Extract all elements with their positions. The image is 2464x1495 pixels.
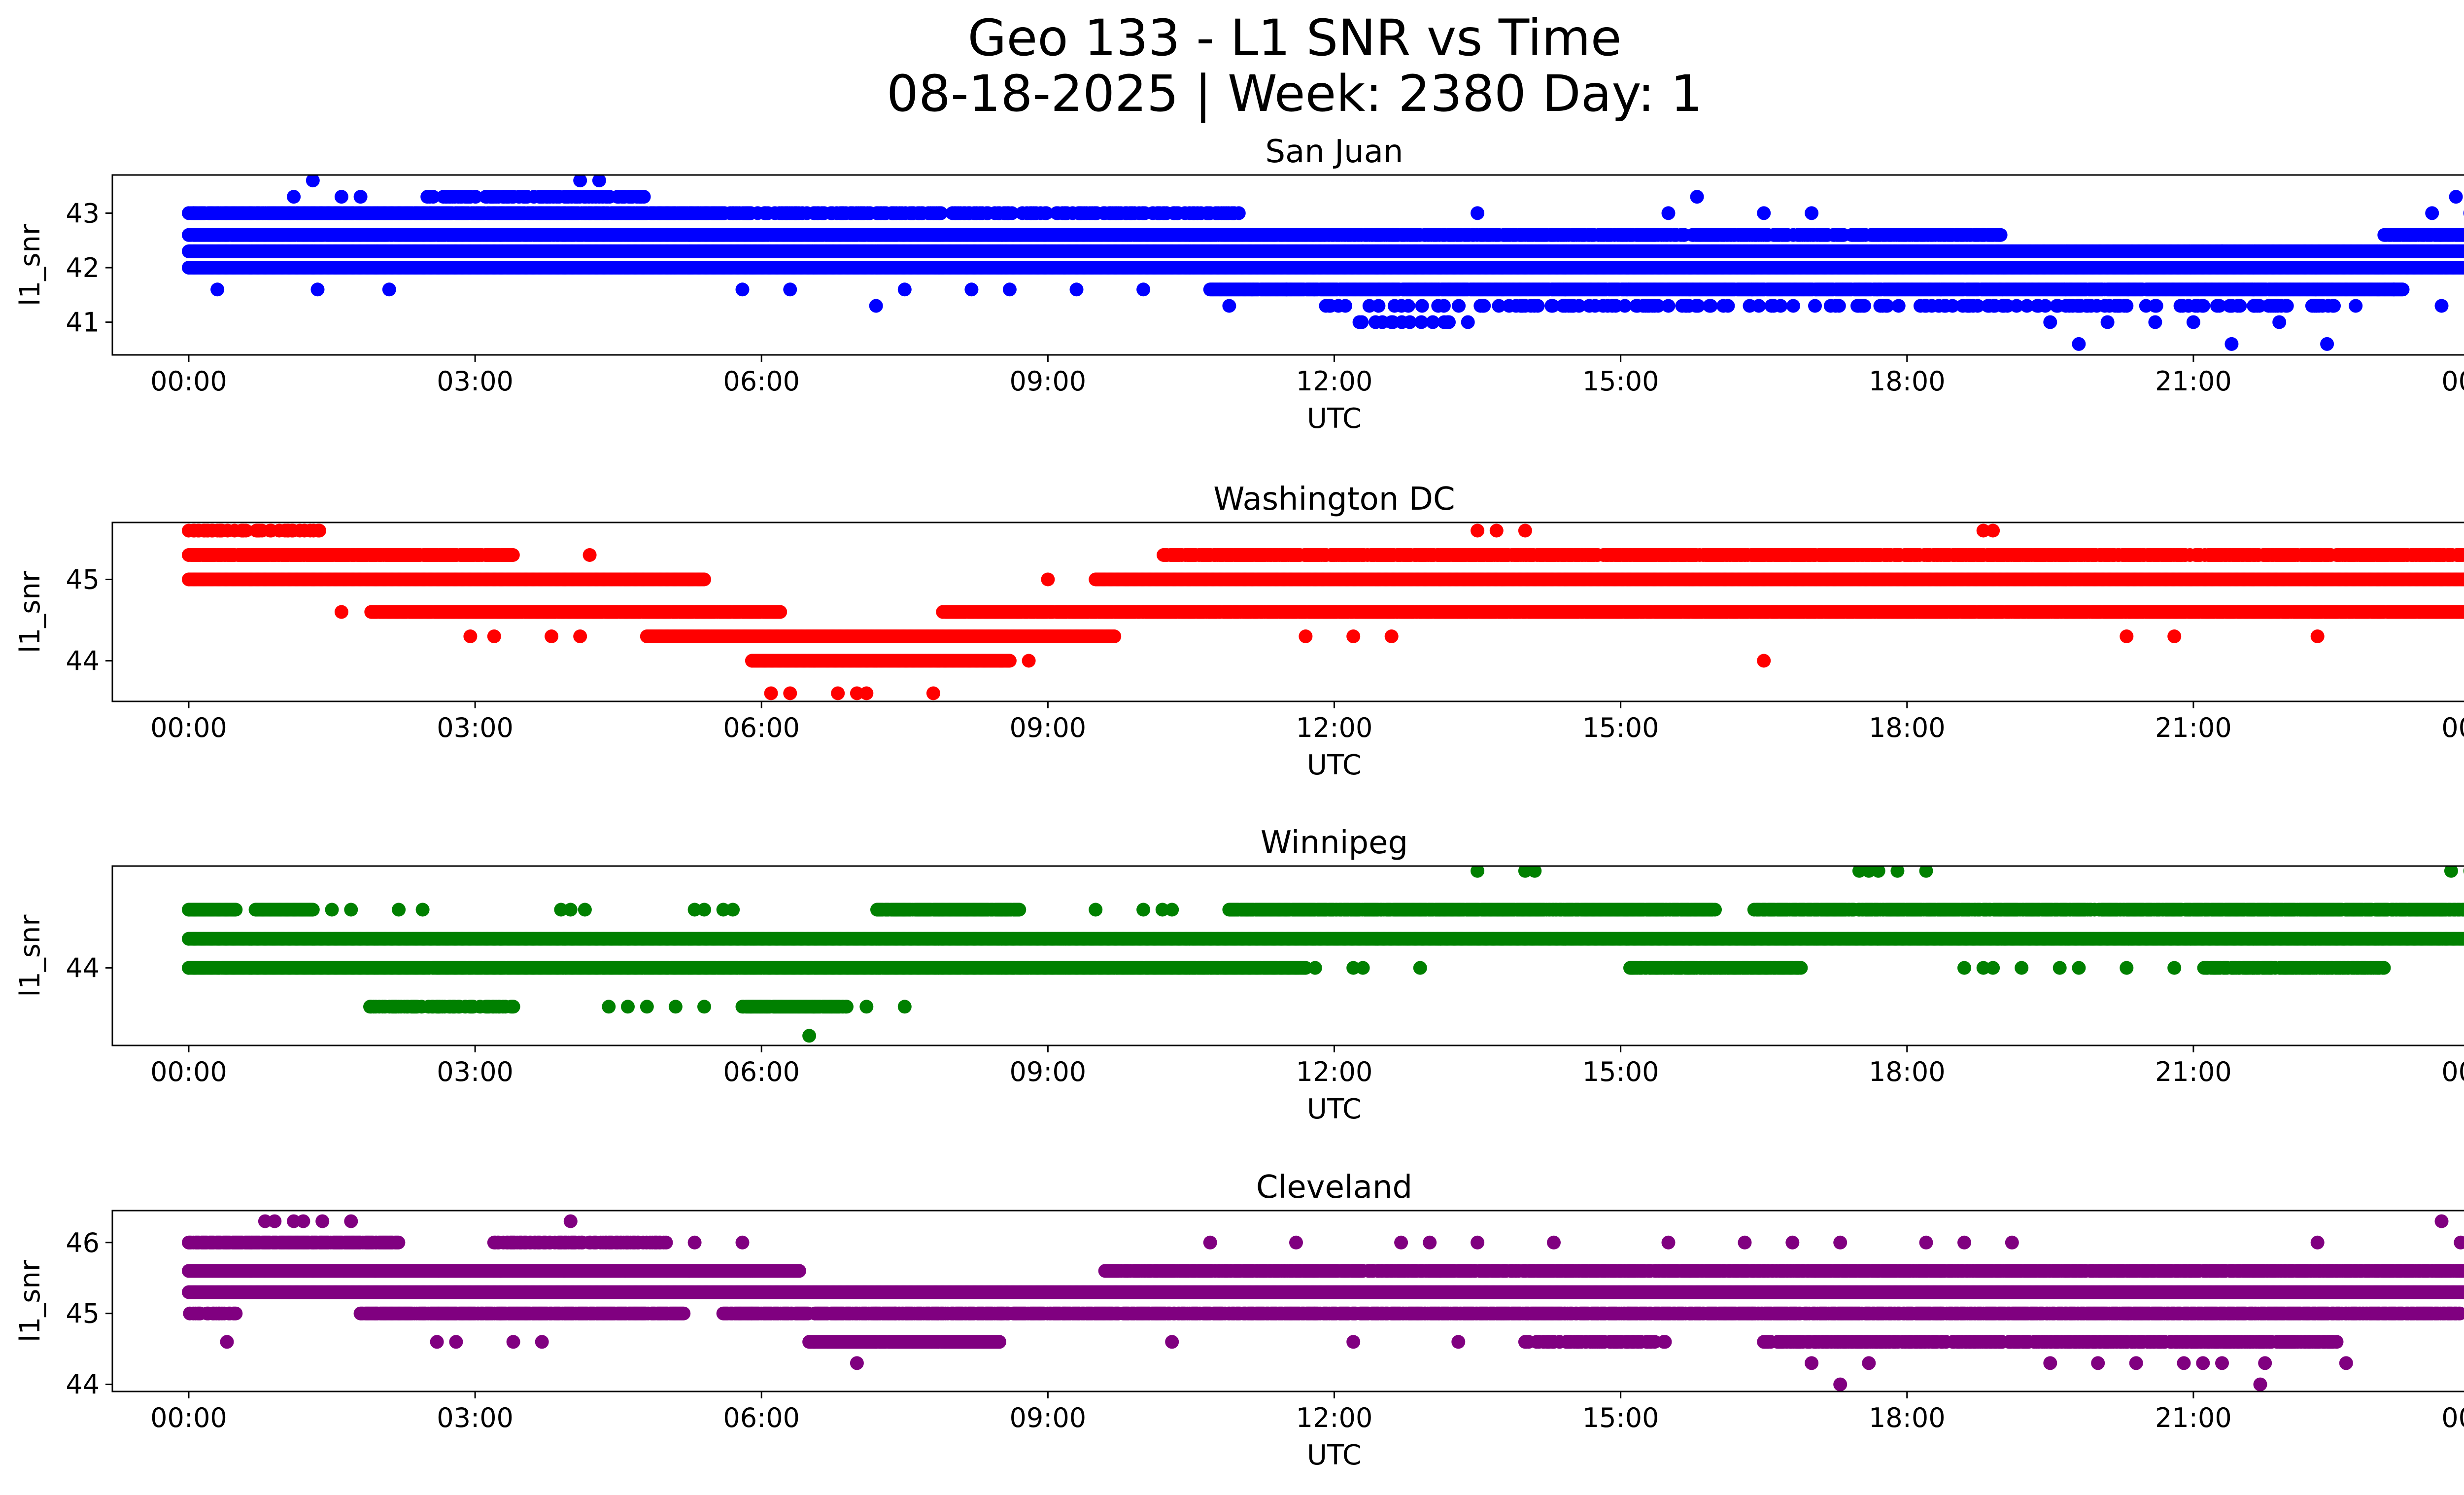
figure-title-line1: Geo 133 - L1 SNR vs Time [968,9,1622,68]
figure-title-line2: 08-18-2025 | Week: 2380 Day: 1 [887,65,1703,123]
scatter-points-san-juan [182,175,2464,351]
data-point [2462,230,2464,240]
panel-title-san-juan: San Juan [1266,134,1403,170]
data-point [1993,228,2008,242]
